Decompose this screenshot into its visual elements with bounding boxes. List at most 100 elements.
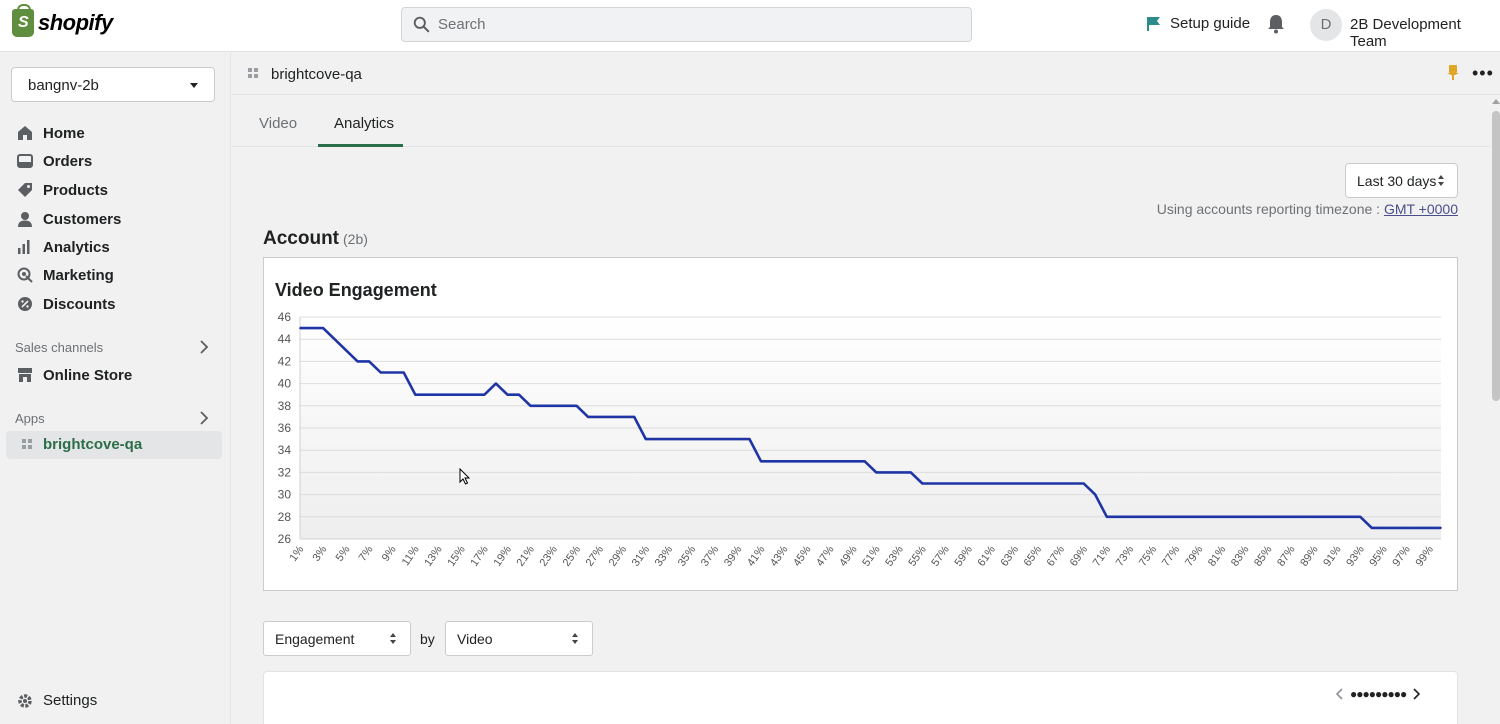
sidebar-item-label: brightcove-qa xyxy=(43,436,143,453)
sidebar-item-customers[interactable]: Customers xyxy=(17,208,121,230)
brand-name: shopify xyxy=(38,10,113,35)
date-range-select[interactable]: Last 30 days xyxy=(1345,163,1458,198)
data-point xyxy=(506,393,509,396)
sidebar-item-discounts[interactable]: Discounts xyxy=(17,293,116,315)
avatar[interactable]: D xyxy=(1310,9,1342,41)
data-point xyxy=(656,438,659,440)
data-point xyxy=(1370,527,1373,529)
data-point xyxy=(621,416,624,418)
y-tick-label: 40 xyxy=(278,377,292,391)
scroll-up-icon[interactable] xyxy=(1492,99,1500,104)
x-tick-label: 9% xyxy=(380,544,399,564)
caret-down-icon xyxy=(190,83,198,88)
scrollbar[interactable] xyxy=(1490,95,1500,724)
search-input[interactable] xyxy=(438,8,958,41)
x-tick-label: 35% xyxy=(676,544,699,569)
search-icon xyxy=(413,16,430,33)
chevron-right-icon[interactable] xyxy=(199,411,209,425)
discount-icon xyxy=(18,297,32,311)
sidebar-item-settings[interactable]: Settings xyxy=(17,692,97,709)
tab-video[interactable]: Video xyxy=(259,115,298,132)
series-line xyxy=(300,326,1441,530)
data-point xyxy=(1186,515,1189,518)
store-icon xyxy=(18,368,32,382)
orders-icon xyxy=(17,154,33,168)
data-point xyxy=(610,416,613,418)
results-panel: ●●●●●●●●● xyxy=(263,671,1458,724)
x-tick-label: 71% xyxy=(1091,544,1114,569)
dimension-select[interactable]: Video xyxy=(445,621,593,656)
chart-title: Video Engagement xyxy=(275,280,437,300)
tab-analytics[interactable]: Analytics xyxy=(334,115,395,132)
data-point xyxy=(345,349,348,352)
data-point xyxy=(425,393,428,396)
x-tick-label: 43% xyxy=(768,544,791,569)
data-point xyxy=(794,460,797,463)
metric-select-value: Engagement xyxy=(275,631,355,647)
x-tick-label: 25% xyxy=(561,544,584,569)
pin-icon[interactable] xyxy=(1447,65,1459,81)
bell-icon[interactable] xyxy=(1267,14,1285,34)
gear-icon xyxy=(18,693,32,708)
data-point xyxy=(1313,515,1316,518)
sidebar-item-products[interactable]: Products xyxy=(17,179,108,201)
data-point xyxy=(402,371,405,374)
sidebar-item-brightcove-qa[interactable]: brightcove-qa xyxy=(6,431,222,459)
by-label: by xyxy=(420,631,435,647)
shopify-logo[interactable]: S shopify xyxy=(12,4,113,37)
x-tick-label: 29% xyxy=(607,544,630,569)
line-chart: 26 28 30 32 34 36 38 40 42 44 46 1% 3% 5% 7% 9% 11% 13% 15… xyxy=(278,310,1442,569)
data-point xyxy=(529,404,532,407)
timezone-link[interactable]: GMT +0000 xyxy=(1383,201,1458,217)
account-title: Account xyxy=(263,228,339,249)
data-point xyxy=(1059,482,1062,485)
store-selector[interactable]: bangnv-2b xyxy=(11,67,215,102)
scrollbar-thumb[interactable] xyxy=(1492,111,1500,401)
data-point xyxy=(575,404,578,407)
x-tick-label: 81% xyxy=(1206,544,1229,569)
sidebar-item-label: Analytics xyxy=(43,238,110,256)
data-point xyxy=(448,393,451,396)
sidebar-item-marketing[interactable]: Marketing xyxy=(17,264,114,286)
data-point xyxy=(598,416,601,418)
timezone-text: Using accounts reporting timezone : xyxy=(1156,201,1381,217)
data-point xyxy=(714,438,716,440)
team-name[interactable]: 2B Development Team xyxy=(1350,16,1461,50)
sidebar-item-orders[interactable]: Orders xyxy=(17,150,92,172)
metric-select[interactable]: Engagement xyxy=(263,621,411,656)
data-point xyxy=(702,438,705,440)
x-tick-label: 99% xyxy=(1413,544,1436,569)
data-point xyxy=(1232,515,1235,518)
data-point xyxy=(1151,515,1154,518)
data-point xyxy=(1428,527,1431,529)
timezone-info: Using accounts reporting timezone : GMT … xyxy=(1157,201,1458,217)
sidebar-item-analytics[interactable]: Analytics xyxy=(17,236,110,258)
search-bar[interactable] xyxy=(401,7,972,42)
sidebar-item-home[interactable]: Home xyxy=(17,122,85,144)
select-arrows-icon xyxy=(572,633,579,645)
y-tick-label: 34 xyxy=(278,443,292,457)
data-point xyxy=(518,393,520,396)
bar-chart-icon xyxy=(18,240,30,254)
data-point xyxy=(310,327,313,329)
data-point xyxy=(1267,515,1270,518)
data-point xyxy=(1221,515,1223,518)
chevron-right-icon[interactable] xyxy=(1412,688,1421,700)
data-point xyxy=(944,482,947,485)
setup-guide-button[interactable]: Setup guide xyxy=(1147,15,1250,32)
y-tick-label: 30 xyxy=(278,488,292,502)
x-tick-label: 91% xyxy=(1321,544,1344,569)
apps-label: Apps xyxy=(15,411,45,426)
data-point xyxy=(1324,515,1327,518)
data-point xyxy=(483,393,486,396)
data-point xyxy=(1094,493,1097,496)
chevron-left-icon[interactable] xyxy=(1336,688,1344,700)
data-point xyxy=(1209,515,1212,518)
chevron-right-icon[interactable] xyxy=(199,340,209,354)
pagination: ●●●●●●●●● xyxy=(1336,687,1421,701)
data-point xyxy=(460,393,463,396)
more-options-icon[interactable]: ••• xyxy=(1472,63,1494,83)
data-point xyxy=(817,460,820,463)
data-point xyxy=(898,471,901,474)
sidebar-item-online-store[interactable]: Online Store xyxy=(17,364,132,386)
